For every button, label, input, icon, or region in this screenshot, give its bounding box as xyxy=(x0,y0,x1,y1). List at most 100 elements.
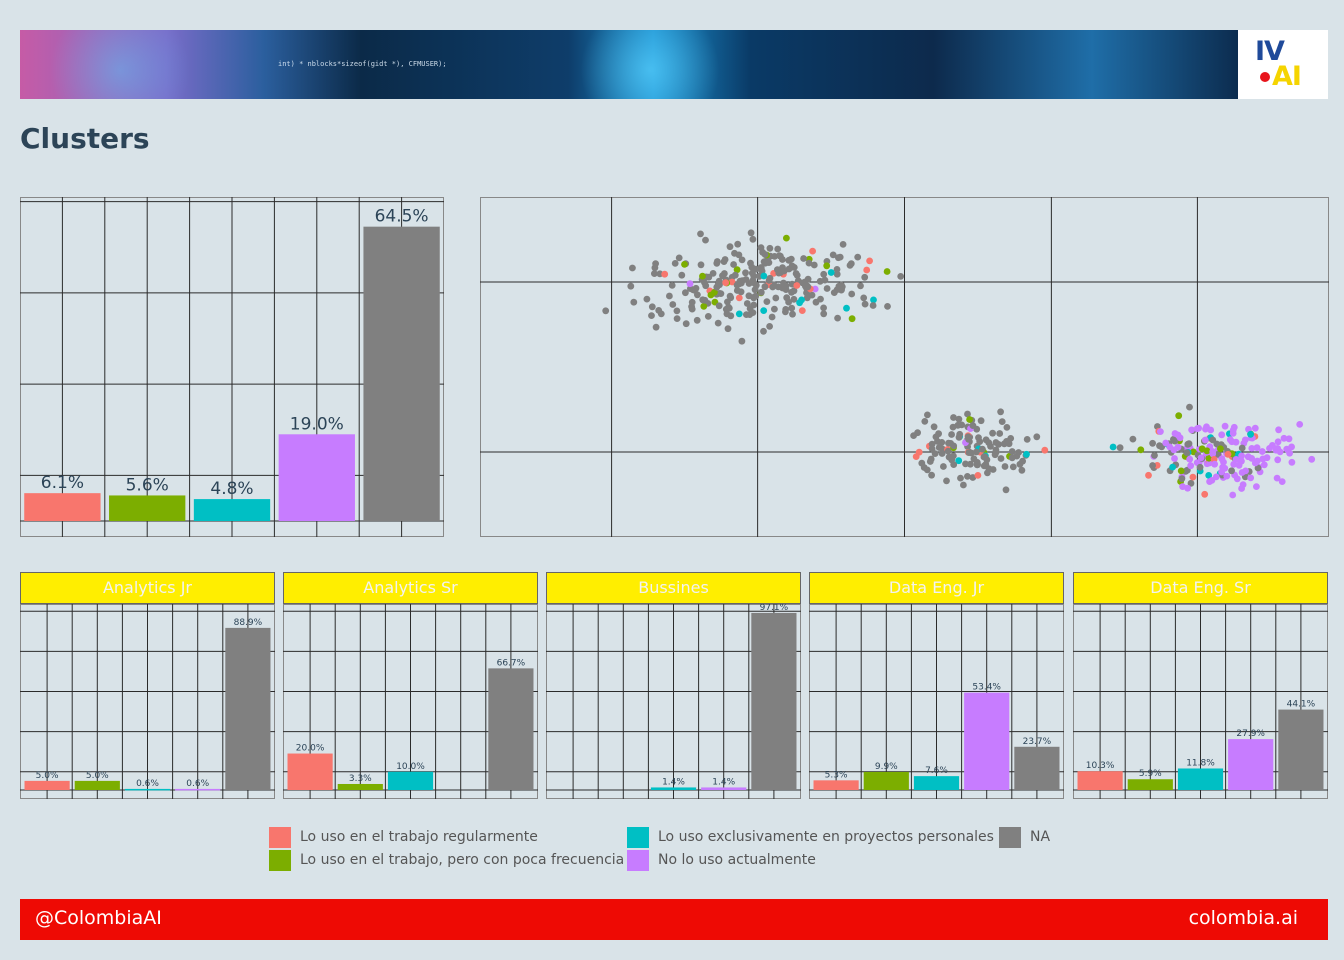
legend-label: Lo uso en el trabajo, pero con poca frec… xyxy=(300,852,625,868)
point xyxy=(989,429,996,437)
bar xyxy=(1177,768,1224,790)
point xyxy=(1274,438,1282,446)
point xyxy=(1229,491,1237,499)
bar xyxy=(278,434,355,521)
bar xyxy=(24,493,101,521)
point xyxy=(1003,424,1011,431)
point xyxy=(666,292,673,300)
point xyxy=(738,256,746,264)
point xyxy=(823,262,831,270)
bar xyxy=(74,780,120,790)
point xyxy=(749,235,757,243)
data-label: 9.9% xyxy=(875,762,898,772)
point xyxy=(747,229,755,237)
point xyxy=(678,271,686,279)
data-label: 5.3% xyxy=(825,770,848,780)
legend-item: No lo uso actualmente xyxy=(627,849,816,871)
point xyxy=(1205,472,1213,479)
point xyxy=(960,481,967,489)
point xyxy=(927,455,935,463)
data-label: 5.9% xyxy=(1139,769,1162,779)
bar xyxy=(363,226,440,521)
point xyxy=(847,260,855,268)
point xyxy=(1229,426,1237,434)
point xyxy=(752,292,760,300)
point xyxy=(1023,436,1031,443)
point xyxy=(975,434,982,442)
point xyxy=(785,256,793,264)
point xyxy=(700,302,708,310)
point xyxy=(861,273,869,281)
point xyxy=(733,266,741,274)
cluster-scatter-plot xyxy=(480,197,1329,537)
point xyxy=(1296,421,1304,428)
point xyxy=(760,307,768,314)
footer: @ColombiaAI colombia.ai xyxy=(20,899,1328,940)
bar xyxy=(193,499,271,521)
data-label: 0.6% xyxy=(136,779,159,789)
bar xyxy=(287,753,333,790)
point xyxy=(1185,440,1193,448)
point xyxy=(1018,466,1026,474)
point xyxy=(1224,450,1232,458)
bar xyxy=(109,495,186,521)
point xyxy=(821,276,829,284)
point xyxy=(1201,490,1209,498)
point xyxy=(735,294,743,302)
point xyxy=(1175,412,1183,420)
point xyxy=(965,449,973,456)
point xyxy=(800,255,807,262)
bar xyxy=(1228,739,1274,790)
point xyxy=(1000,440,1008,448)
footer-website[interactable]: colombia.ai xyxy=(1188,907,1298,929)
point xyxy=(651,270,658,277)
point xyxy=(734,240,742,248)
bar xyxy=(1278,709,1324,790)
data-label: 97.1% xyxy=(760,604,789,613)
point xyxy=(964,410,971,418)
legend-item: NA xyxy=(999,826,1050,848)
point xyxy=(657,310,665,318)
point xyxy=(1308,455,1316,463)
point xyxy=(1248,455,1256,462)
point xyxy=(1033,433,1041,441)
point xyxy=(1157,428,1164,435)
data-label: 1.4% xyxy=(712,777,735,787)
data-label: 5.0% xyxy=(86,771,109,781)
point xyxy=(737,288,745,296)
point xyxy=(1233,475,1241,483)
point xyxy=(956,430,964,438)
facet-analytics-sr: 20.0% 3.3% 10.0% 66.7% xyxy=(283,604,538,799)
point xyxy=(735,310,743,318)
point xyxy=(957,474,964,482)
point xyxy=(1001,463,1009,470)
logo: IV AI xyxy=(1238,30,1328,99)
point xyxy=(782,306,790,313)
point xyxy=(805,259,813,267)
point xyxy=(627,282,635,290)
point xyxy=(1196,463,1204,471)
facet-strip-title: Data Eng. Sr xyxy=(1073,572,1328,604)
point xyxy=(1260,461,1268,469)
point xyxy=(752,281,760,289)
point xyxy=(1169,463,1176,471)
point xyxy=(629,264,636,272)
point xyxy=(848,315,856,323)
legend-key xyxy=(627,826,649,848)
data-label: 64.5% xyxy=(375,207,429,227)
data-label: 88.9% xyxy=(234,618,263,628)
point xyxy=(1171,437,1179,445)
bar xyxy=(337,783,383,790)
point xyxy=(1218,455,1226,463)
point xyxy=(1211,460,1218,468)
point xyxy=(681,261,688,268)
point xyxy=(1238,485,1245,492)
point xyxy=(938,450,946,457)
point xyxy=(652,323,660,331)
data-label: 7.6% xyxy=(925,766,948,776)
point xyxy=(972,448,980,456)
point xyxy=(928,445,936,453)
point xyxy=(1263,454,1271,462)
footer-handle[interactable]: @ColombiaAI xyxy=(35,907,162,929)
point xyxy=(915,448,923,456)
